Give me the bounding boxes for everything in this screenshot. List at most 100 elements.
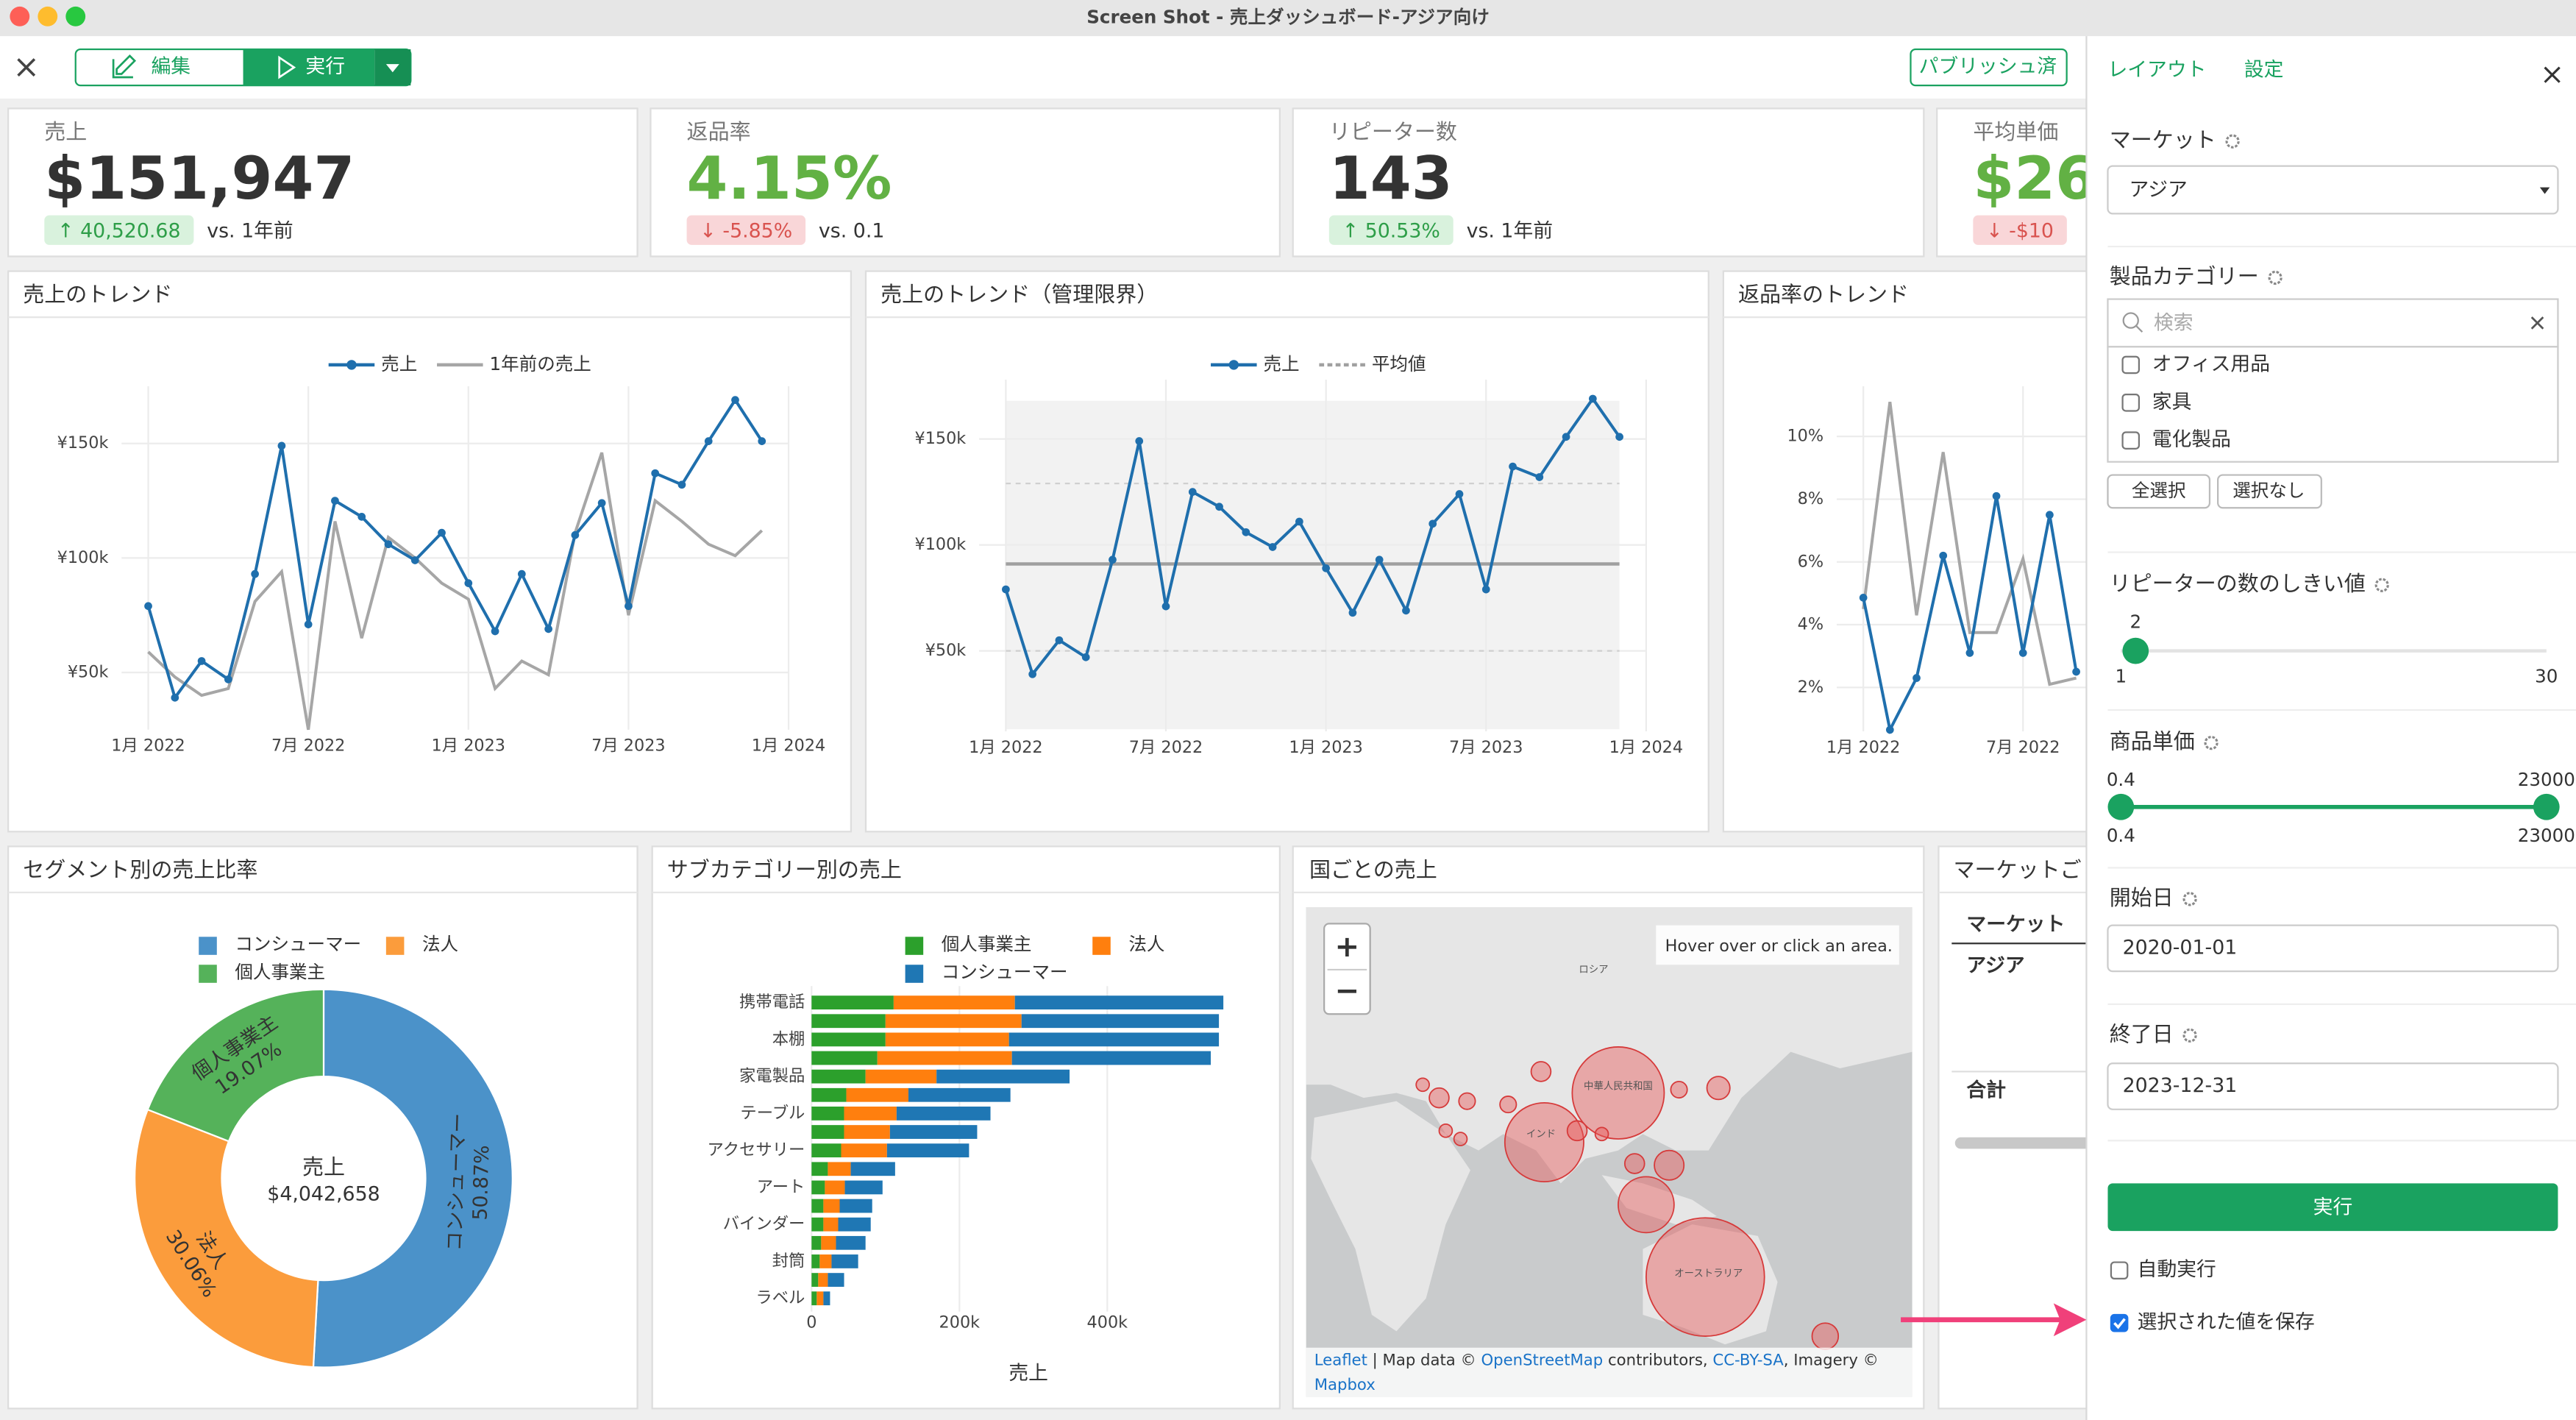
map[interactable]: + − Hover over or click an area. Leaflet… [1306,907,1913,1397]
y-tick-label: ¥100k [57,548,109,567]
point [357,512,366,521]
zoom-in[interactable]: + [1335,930,1360,964]
slider-handle[interactable] [2122,637,2149,664]
circle [1571,1046,1665,1140]
checkbox[interactable] [2110,1261,2129,1280]
checkbox[interactable] [2121,431,2141,450]
slice-category: コンシューマー [444,1112,470,1251]
x-tick-label: 7月 2023 [1449,738,1523,757]
legend-label: コンシューマー [942,961,1068,982]
link[interactable]: Mapbox [1314,1376,1376,1394]
point [2072,667,2080,676]
legend-swatch [1092,937,1111,955]
point [1913,674,1921,682]
y-tick-label: テーブル [740,1104,805,1123]
legend-label: 法人 [1128,933,1164,954]
min-dot[interactable] [38,6,58,26]
kpi-badge [1328,215,1454,245]
field-label: 商品単価 [2110,729,2195,754]
text: | Map data © [1367,1352,1481,1370]
legend-swatch [199,937,217,955]
field-label: マーケット [2110,127,2216,152]
card-title: 売上のトレンド [23,282,172,307]
table-cell: アジア [1966,954,2024,977]
slice [312,988,513,1368]
bar-segment [850,1162,895,1176]
checkbox[interactable] [2121,355,2141,374]
center-value: $4,042,658 [267,1182,380,1205]
close-icon[interactable] [17,58,36,77]
x-tick-label: 1月 2023 [432,736,505,756]
date-value: 2023-12-31 [2123,1074,2238,1097]
settings-icon [2204,736,2219,750]
dropdown[interactable] [2107,165,2559,215]
y-tick-label: アート [757,1177,805,1196]
search-box[interactable] [2107,298,2559,348]
point [1295,517,1303,526]
panel-close[interactable] [2544,66,2561,83]
button[interactable] [2107,474,2211,509]
button[interactable] [2216,474,2322,509]
point [2018,649,2027,657]
bar-segment [823,1199,840,1213]
map-label: インド [1526,1129,1556,1140]
checkbox[interactable] [2110,1313,2129,1332]
land [1601,1175,1717,1225]
point [304,620,313,628]
x-tick-label: 7月 2022 [1986,738,2060,757]
circle [1654,1149,1685,1181]
bar-segment [865,1069,937,1084]
point [1885,725,1894,734]
link[interactable]: OpenStreetMap [1481,1352,1603,1370]
publish-button[interactable] [1910,48,2068,87]
kpi-value: $151,947 [44,143,355,213]
bar-segment [811,1125,844,1139]
link[interactable]: Leaflet [1314,1352,1367,1370]
point [1348,608,1357,617]
bar-segment [811,1291,817,1306]
point [277,441,286,450]
scrollbar[interactable] [1954,1137,2103,1149]
publish-label: パブリッシュ済 [1919,55,2057,78]
point [517,569,526,578]
attribution-box [1306,1347,1913,1397]
slider-handle[interactable] [2533,793,2560,820]
slider-handle[interactable] [2107,793,2135,820]
point [1215,503,1223,511]
bar-segment [844,1107,897,1121]
link[interactable]: CC-BY-SA [1712,1352,1784,1370]
bar-segment [893,995,1015,1009]
close-dot[interactable] [10,6,30,26]
kpi-label: リピーター数 [1329,119,1457,144]
point [544,625,552,633]
point [1615,433,1623,441]
tab[interactable]: 設定 [2244,59,2284,82]
run-panel-button[interactable] [2107,1183,2558,1232]
max-dot[interactable] [65,6,86,26]
bar-segment [811,1051,878,1065]
bar-segment [839,1199,872,1213]
point [1535,473,1544,481]
bar-segment [811,1180,825,1195]
bar-segment [811,1235,822,1250]
x-tick-label: 7月 2023 [591,736,665,756]
date-input[interactable] [2107,1062,2559,1110]
y-tick-label: ¥50k [925,641,967,660]
clear-icon[interactable] [2530,316,2544,330]
settings-icon [2182,892,2197,906]
card-title: セグメント別の売上比率 [23,857,257,882]
field-label: リピーターの数のしきい値 [2110,571,2366,596]
zoom-out[interactable]: − [1335,974,1360,1008]
hint: Hover over or click an area. [1665,937,1893,956]
point [1402,606,1410,615]
settings-icon [2182,1028,2197,1043]
run-button[interactable] [243,49,375,86]
bar-segment [886,1143,969,1158]
point [384,540,393,549]
date-input[interactable] [2107,924,2559,973]
checkbox[interactable] [2121,393,2141,412]
settings-panel: レイアウト 設定 マーケット アジア 製品カテゴリー 検索 オフィス用品 家具 … [2085,36,2576,1420]
tab[interactable]: レイアウト [2107,59,2206,82]
